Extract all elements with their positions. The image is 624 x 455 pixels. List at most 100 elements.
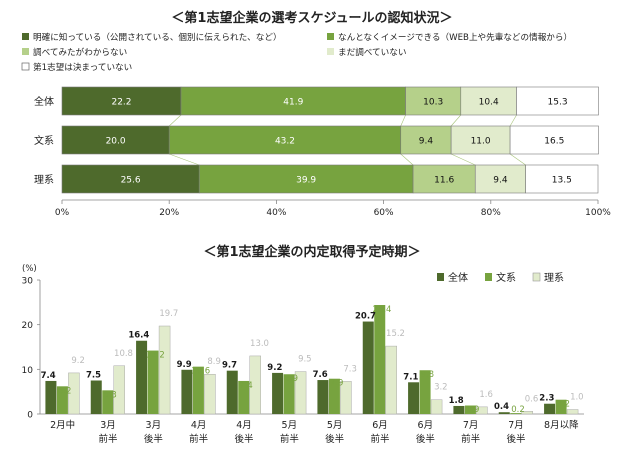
bar-value-label: 9.2: [267, 363, 282, 373]
category-label: 後半: [234, 433, 253, 445]
bar-value-label: 10.6: [191, 367, 210, 377]
stacked-bar-segment: [400, 125, 452, 155]
grouped-bar: [362, 321, 374, 414]
stacked-bar-segment: [516, 86, 599, 116]
connector-line: [509, 153, 526, 166]
category-label: 7月: [463, 420, 479, 431]
bar-value-label: 7.5: [86, 371, 101, 381]
bar-value-label: 7.4: [41, 371, 56, 381]
legend-swatch: [485, 273, 492, 281]
bar-value-label: 7.6: [313, 370, 328, 380]
category-label: 3月: [146, 420, 162, 431]
segment-value-label: 22.2: [111, 98, 131, 108]
category-label: 7月: [508, 420, 524, 431]
bar-value-label: 7.3: [343, 364, 357, 374]
legend-label: 理系: [544, 272, 564, 284]
grouped-bar: [566, 409, 579, 415]
category-label: 後半: [144, 433, 163, 445]
bar-value-label: 2.3: [539, 394, 554, 404]
bar-value-label: 1.6: [479, 390, 493, 400]
legend-label: 文系: [496, 271, 516, 284]
segment-value-label: 13.5: [552, 176, 572, 186]
legend-swatch: [21, 62, 30, 71]
bar-value-label: 9.8: [421, 370, 435, 380]
grouped-bar: [158, 325, 171, 415]
stacked-bar-segment: [509, 125, 599, 155]
bar-value-label: 3.2: [434, 383, 448, 393]
legend-label: 調べてみたがわからない: [33, 46, 127, 58]
grouped-bar: [294, 371, 307, 415]
category-label: 6月: [372, 420, 388, 431]
bar-value-label: 1.8: [449, 396, 464, 406]
legend-label: まだ調べていない: [338, 46, 406, 58]
category-label: 前半: [461, 433, 480, 445]
bar-value-label: 8.9: [285, 374, 299, 384]
bar-value-label: 7.4: [239, 381, 253, 391]
grouped-bar: [272, 372, 284, 414]
bar-value-label: 5.3: [103, 390, 117, 400]
stacked-bar-segment: [61, 164, 200, 194]
x-tick-label: 100%: [585, 208, 611, 218]
category-label: 3月: [100, 420, 116, 431]
grouped-bar: [56, 386, 68, 414]
segment-value-label: 20.0: [106, 137, 126, 147]
grouped-bar: [136, 340, 148, 414]
legend-swatch: [437, 273, 444, 281]
bar-value-label: 24.4: [373, 305, 392, 315]
bar-value-label: 1.0: [570, 393, 584, 403]
category-label: 前半: [98, 433, 117, 445]
category-label: 8月以降: [544, 419, 579, 431]
x-tick-label: 80%: [481, 208, 501, 218]
grouped-bar: [181, 369, 193, 414]
bar-value-label: 15.2: [386, 329, 405, 339]
legend-label: 明確に知っている（公開されている、個別に伝えられた、など）: [33, 31, 282, 43]
chart2-legend: 全体 文系 理系: [437, 271, 564, 284]
category-label: 前半: [370, 433, 389, 445]
grouped-bar: [328, 378, 340, 414]
connector-line: [168, 114, 182, 127]
stacked-bar-segment: [474, 164, 526, 194]
grouped-bar: [408, 382, 420, 414]
category-label: 5月: [282, 420, 298, 431]
grouped-bar: [430, 399, 443, 415]
y-tick-label: 10: [22, 366, 34, 376]
y-tick-label: 20: [22, 321, 34, 331]
category-label: 前半: [280, 433, 299, 445]
stacked-bar-segment: [450, 125, 511, 155]
x-tick-label: 0%: [55, 208, 70, 218]
bar-value-label: 9.5: [298, 355, 312, 365]
bar-value-label: 8.9: [207, 357, 221, 367]
bar-value-label: 0.2: [511, 405, 525, 415]
grouped-bar: [510, 413, 522, 414]
legend-swatch: [22, 33, 29, 40]
category-label: 文系: [34, 134, 54, 147]
stacked-bar-segment: [61, 125, 170, 155]
legend-swatch: [22, 48, 29, 55]
connector-line: [450, 114, 462, 127]
legend-swatch: [532, 272, 541, 282]
stacked-bar-segment: [525, 164, 599, 194]
segment-value-label: 10.3: [423, 98, 443, 108]
bar-value-label: 0.6: [525, 394, 539, 404]
segment-value-label: 9.4: [493, 176, 508, 186]
grouped-bar: [385, 345, 397, 415]
chart1-title: ＜第1志望企業の選考スケジュールの認知状況＞: [171, 10, 452, 26]
stacked-bar-segment: [61, 86, 182, 116]
stacked-bar-segment: [198, 164, 414, 194]
bar-value-label: 7.9: [330, 379, 344, 389]
chart2-axes: 0 10 20 30: [22, 277, 584, 421]
legend-label: 全体: [448, 271, 468, 284]
chart2-data-labels: 7.46.29.27.55.310.816.414.219.79.910.68.…: [41, 305, 584, 415]
category-label: 5月: [327, 420, 343, 431]
bar-value-label: 10.8: [114, 349, 133, 359]
legend-swatch: [327, 48, 334, 55]
chart1-x-axis: 0% 20% 40% 60% 80% 100%: [55, 199, 611, 218]
segment-value-label: 16.5: [544, 137, 564, 147]
category-label: 前半: [189, 433, 208, 445]
stacked-bar-segment: [168, 125, 402, 155]
offer-timing-chart: ＜第1志望企業の内定取得予定時期＞ (%) 全体 文系 理系 0 10 20 30 7.4…: [22, 244, 584, 445]
connector-line: [400, 153, 414, 166]
y-tick-label: 30: [22, 277, 34, 287]
